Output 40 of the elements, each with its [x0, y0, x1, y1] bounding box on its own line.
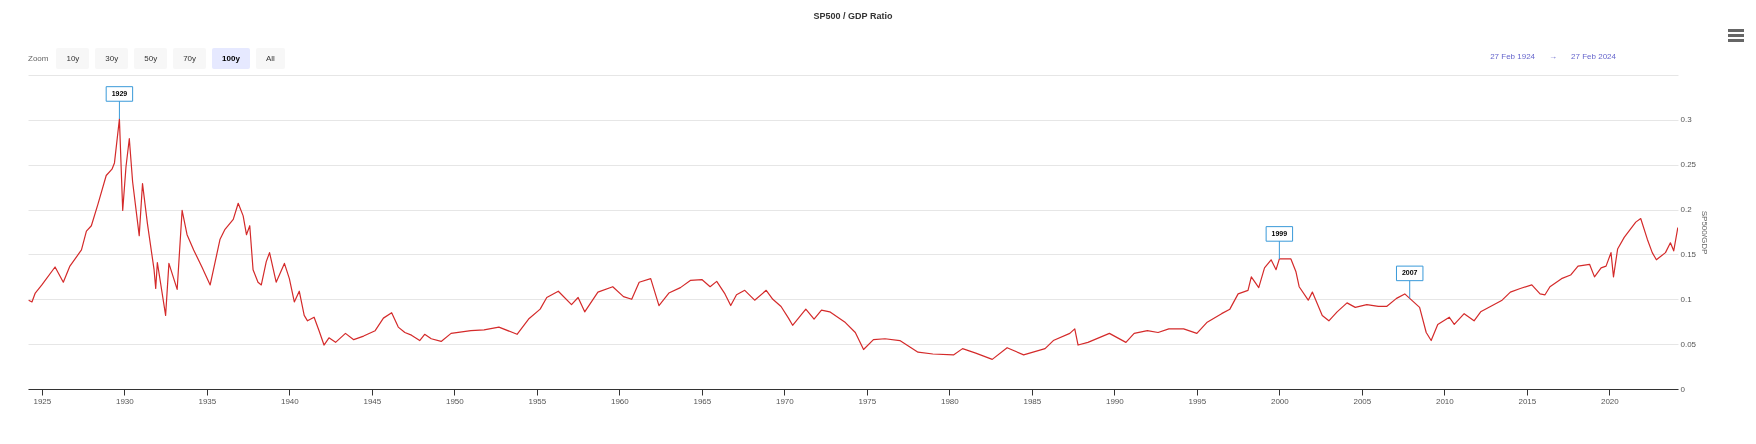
x-tick-label: 1965	[693, 396, 712, 406]
x-tick-label: 1930	[115, 396, 135, 406]
y-tick-label: 0.05	[1680, 339, 1697, 349]
chart-title: SP500 / GDP Ratio	[813, 11, 893, 21]
x-tick-label: 1945	[363, 396, 382, 406]
y-tick-label: 0.15	[1680, 249, 1697, 259]
text: 27 Feb 2024	[1571, 52, 1616, 61]
text: 70y	[173, 48, 207, 69]
y-tick-label: 0.3	[1680, 115, 1693, 125]
y-tick-label: 0.1	[1680, 294, 1693, 304]
text: 30y	[95, 48, 129, 69]
x-tick-label: 1990	[1105, 396, 1125, 406]
x-tick-label: 2020	[1600, 396, 1620, 406]
text: 27 Feb 1924	[1490, 52, 1536, 61]
x-tick-label: 2010	[1435, 396, 1455, 406]
x-tick-label: 1955	[528, 396, 547, 406]
y-tick-label: 0	[1680, 384, 1686, 394]
x-tick-label: 1995	[1188, 396, 1207, 406]
text: Zoom	[28, 54, 50, 63]
y-tick-label: 0.2	[1680, 205, 1693, 215]
x-tick-label: 1970	[775, 396, 795, 406]
text: All	[255, 48, 285, 69]
text: 50y	[134, 48, 168, 69]
text: →	[1549, 52, 1558, 61]
x-tick-label: 1980	[940, 396, 960, 406]
line-series	[28, 118, 1678, 360]
text: 10y	[56, 48, 90, 69]
y-axis-title: SP500/GDP	[1700, 210, 1710, 255]
x-tick-label: 1935	[198, 396, 217, 406]
text: 100y	[212, 48, 250, 69]
x-tick-label: 1985	[1023, 396, 1042, 406]
x-tick-label: 2005	[1353, 396, 1372, 406]
x-tick-label: 1975	[858, 396, 877, 406]
x-tick-label: 1925	[33, 396, 52, 406]
x-tick-label: 1950	[445, 396, 465, 406]
y-tick-label: 0.25	[1680, 160, 1697, 170]
x-tick-label: 1960	[610, 396, 630, 406]
x-tick-label: 1940	[280, 396, 300, 406]
x-tick-label: 2015	[1518, 396, 1537, 406]
x-tick-label: 2000	[1270, 396, 1290, 406]
